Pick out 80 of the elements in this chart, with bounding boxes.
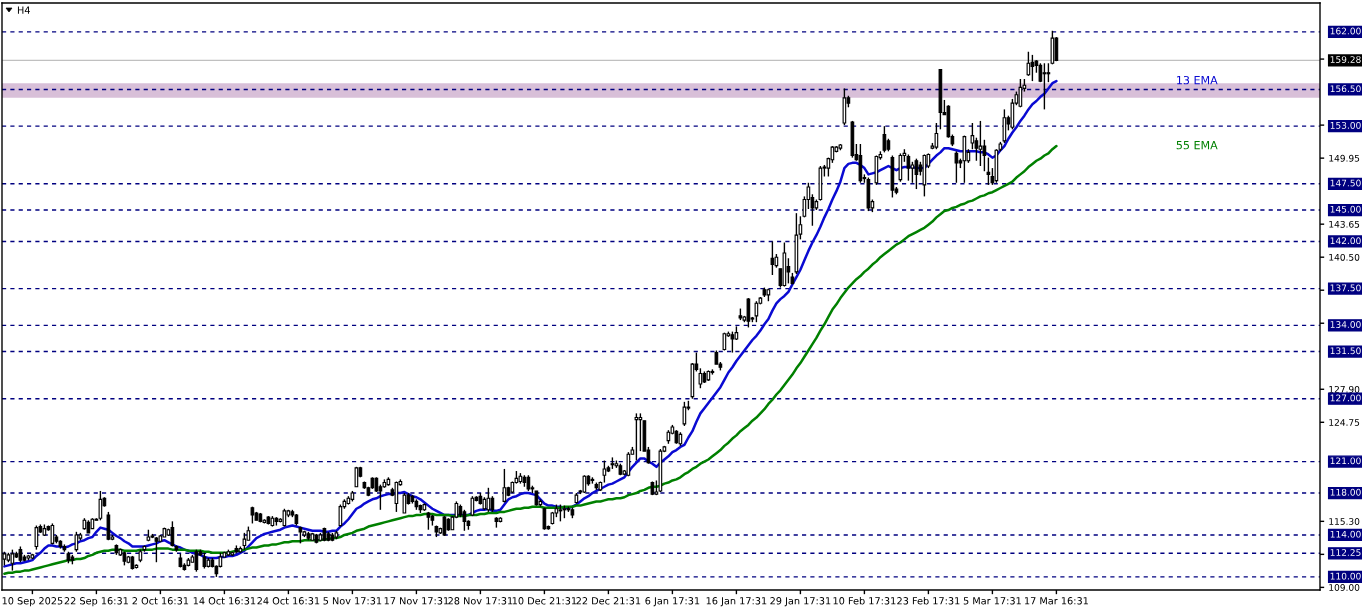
candlestick xyxy=(1002,108,1007,144)
candlestick xyxy=(98,490,103,521)
text: 55 EMA xyxy=(1176,141,1218,150)
candlestick xyxy=(746,297,751,329)
candlestick xyxy=(986,156,991,186)
x-tick-label: 2 Oct 16:31 xyxy=(132,597,189,605)
candlestick xyxy=(602,459,607,484)
text: 13 EMA xyxy=(1177,75,1218,85)
candlestick xyxy=(634,412,639,462)
y-tick-label: 115.30 xyxy=(1329,518,1360,525)
candlestick xyxy=(10,548,15,572)
candlestick xyxy=(194,548,199,573)
x-tick-label: 17 Mar 16:31 xyxy=(1025,597,1088,605)
candlestick xyxy=(970,122,975,150)
candlestick xyxy=(754,300,759,323)
ref-line-label: 112.25 xyxy=(1330,549,1361,556)
candlestick xyxy=(74,531,79,553)
candlestick xyxy=(698,367,703,389)
y-tick-label: 143.65 xyxy=(1329,220,1360,228)
candlestick xyxy=(914,157,919,190)
candlestick xyxy=(730,330,735,354)
candlestick xyxy=(502,468,507,504)
candlestick xyxy=(770,240,775,276)
candlestick xyxy=(462,509,467,532)
candlestick xyxy=(1054,36,1059,62)
x-tick-label: 10 Sep 2025 xyxy=(2,597,63,607)
x-tick-label: 22 Dec 21:31 xyxy=(576,597,641,605)
ref-line-label: 121.00 xyxy=(1330,457,1361,465)
ref-line-label: 137.50 xyxy=(1330,284,1361,292)
x-tick-label: 23 Feb 17:31 xyxy=(897,596,960,605)
y-tick-label: 127.90 xyxy=(1329,386,1360,393)
y-tick-label: 124.75 xyxy=(1329,419,1360,426)
candlestick xyxy=(906,153,911,182)
candlestick xyxy=(402,492,407,514)
y-tick-label: 109.00 xyxy=(1329,584,1360,591)
ref-line-label: 142.00 xyxy=(1330,237,1361,245)
x-tick-label: 5 Nov 17:31 xyxy=(323,597,382,605)
x-tick-label: 14 Oct 16:31 xyxy=(193,597,256,605)
x-tick-label: 17 Nov 17:31 xyxy=(384,597,449,605)
candlestick xyxy=(486,487,491,513)
candlestick xyxy=(394,480,399,513)
ref-line-label: 159.28 xyxy=(1330,56,1361,63)
candlestick xyxy=(1042,62,1047,111)
candlestick xyxy=(978,120,983,167)
chart-title: H4 xyxy=(17,6,30,14)
candlestick xyxy=(1026,51,1031,77)
x-tick-label: 24 Oct 16:31 xyxy=(257,597,320,605)
x-tick-label: 29 Jan 17:31 xyxy=(770,597,831,607)
x-tick-label: 6 Jan 17:31 xyxy=(645,597,700,607)
x-tick-label: 22 Sep 16:31 xyxy=(64,597,128,607)
candlestick xyxy=(154,536,159,563)
ref-line-label: 131.50 xyxy=(1330,347,1361,355)
candlestick xyxy=(954,150,959,184)
candlestick xyxy=(934,122,939,150)
y-tick-label: 149.95 xyxy=(1329,154,1360,162)
candlestick xyxy=(1030,54,1035,82)
candlestick xyxy=(338,503,343,528)
x-tick-label: 16 Jan 17:31 xyxy=(706,597,767,607)
ref-line-label: 145.00 xyxy=(1330,205,1361,213)
ref-line-label: 156.50 xyxy=(1330,85,1361,93)
x-tick-label: 28 Nov 17:31 xyxy=(448,597,513,605)
y-tick-label: 140.50 xyxy=(1329,253,1360,261)
ref-line-label: 114.00 xyxy=(1330,530,1361,538)
candlestick xyxy=(1018,78,1023,108)
x-tick-label: 10 Feb 17:31 xyxy=(833,596,896,605)
candlestick xyxy=(34,524,39,551)
ref-line-label: 127.00 xyxy=(1330,394,1361,402)
ref-line-label: 110.00 xyxy=(1330,572,1361,580)
x-tick-label: 5 Mar 17:31 xyxy=(963,597,1021,605)
ref-line-label: 134.00 xyxy=(1330,321,1361,328)
candlestick xyxy=(882,125,887,154)
candlestick xyxy=(170,520,175,548)
x-tick-label: 10 Dec 21:31 xyxy=(512,597,577,605)
candlestick xyxy=(626,451,631,477)
candlestick xyxy=(638,412,643,452)
ref-line-label: 147.50 xyxy=(1330,179,1361,187)
candlestick xyxy=(682,401,687,427)
ref-line-label: 153.00 xyxy=(1330,121,1361,129)
ref-line-label: 118.00 xyxy=(1330,488,1361,496)
ref-line-label: 162.00 xyxy=(1330,27,1361,35)
